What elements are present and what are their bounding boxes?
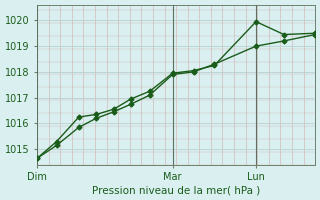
X-axis label: Pression niveau de la mer( hPa ): Pression niveau de la mer( hPa )	[92, 185, 260, 195]
